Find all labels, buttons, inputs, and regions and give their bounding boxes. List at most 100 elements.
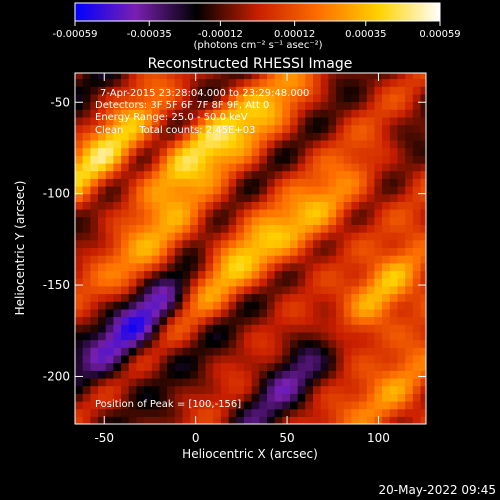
heatmap-cell (144, 155, 153, 164)
heatmap-cell (174, 73, 184, 80)
heatmap-cell (328, 139, 337, 149)
heatmap-cell (313, 416, 322, 424)
heatmap-cell (405, 385, 414, 394)
heatmap-cell (336, 239, 345, 248)
heatmap-cell (236, 216, 245, 225)
heatmap-cell (197, 308, 207, 318)
heatmap-cell (282, 354, 291, 364)
heatmap-cell (182, 385, 191, 394)
heatmap-cell (167, 170, 176, 179)
heatmap-cell (389, 73, 399, 80)
heatmap-cell (305, 316, 314, 325)
heatmap-cell (105, 178, 114, 187)
heatmap-cell (213, 101, 222, 110)
heatmap-cell (236, 362, 245, 371)
heatmap-cell (98, 162, 107, 172)
heatmap-cell (182, 139, 191, 149)
heatmap-cell (297, 193, 306, 202)
heatmap-cell (397, 278, 406, 287)
heatmap-cell (213, 308, 222, 318)
heatmap-cell (213, 278, 222, 287)
heatmap-cell (220, 132, 230, 141)
heatmap-cell (82, 247, 91, 256)
heatmap-cell (151, 132, 161, 141)
heatmap-cell (197, 354, 207, 364)
heatmap-cell (167, 186, 176, 195)
heatmap-cell (167, 316, 176, 325)
heatmap-cell (105, 408, 114, 417)
heatmap-cell (405, 224, 414, 233)
heatmap-cell (405, 132, 414, 141)
heatmap-cell (366, 193, 376, 202)
heatmap-cell (405, 393, 414, 402)
heatmap-cell (220, 209, 230, 218)
heatmap-cell (274, 224, 283, 233)
heatmap-cell (236, 324, 245, 333)
heatmap-cell (90, 362, 99, 371)
heatmap-cell (113, 209, 122, 218)
x-tick-label: 50 (279, 431, 294, 445)
heatmap-cell (290, 408, 299, 417)
heatmap-cell (105, 232, 114, 241)
heatmap-cell (274, 339, 283, 348)
heatmap-cell (259, 347, 268, 356)
heatmap-cell (236, 331, 245, 341)
heatmap-cell (267, 162, 276, 172)
heatmap-cell (220, 155, 230, 164)
heatmap-cell (328, 116, 337, 126)
heatmap-cell (251, 186, 260, 195)
heatmap-cell (205, 377, 214, 387)
heatmap-cell (259, 331, 268, 341)
heatmap-cell (167, 377, 176, 387)
heatmap-cell (174, 93, 184, 103)
heatmap-cell (336, 139, 345, 149)
heatmap-cell (151, 186, 161, 195)
heatmap-cell (151, 239, 161, 248)
heatmap-cell (297, 116, 306, 126)
heatmap-cell (182, 162, 191, 172)
heatmap-cell (351, 109, 360, 118)
heatmap-cell (251, 270, 260, 279)
heatmap-cell (343, 247, 352, 256)
heatmap-cell (174, 408, 184, 417)
heatmap-cell (190, 301, 199, 310)
heatmap-cell (305, 78, 314, 87)
heatmap-cell (190, 101, 199, 110)
heatmap-cell (351, 408, 360, 417)
heatmap-cell (159, 362, 168, 371)
heatmap-cell (343, 147, 352, 156)
heatmap-cell (420, 270, 426, 279)
heatmap-cell (267, 270, 276, 279)
heatmap-cell (159, 178, 168, 187)
heatmap-cell (313, 224, 322, 233)
heatmap-cell (205, 147, 214, 156)
heatmap-cell (328, 324, 337, 333)
heatmap-cell (128, 316, 137, 325)
heatmap-cell (374, 86, 383, 95)
heatmap-cell (336, 270, 345, 279)
heatmap-cell (405, 147, 414, 156)
heatmap-cell (274, 116, 283, 126)
heatmap-cell (389, 262, 399, 272)
heatmap-cell (82, 239, 91, 248)
heatmap-cell (128, 232, 137, 241)
heatmap-cell (197, 93, 207, 103)
heatmap-cell (205, 347, 214, 356)
heatmap-cell (389, 239, 399, 248)
heatmap-cell (128, 193, 137, 202)
heatmap-cell (205, 132, 214, 141)
heatmap-cell (151, 377, 161, 387)
heatmap-cell (105, 186, 114, 195)
heatmap-cell (236, 285, 245, 295)
heatmap-cell (297, 132, 306, 141)
heatmap-cell (144, 331, 153, 341)
heatmap-cell (82, 270, 91, 279)
heatmap-cell (159, 401, 168, 410)
heatmap-cell (228, 393, 237, 402)
heatmap-cell (405, 285, 414, 295)
heatmap-cell (274, 86, 283, 95)
heatmap-cell (397, 109, 406, 118)
heatmap-cell (374, 224, 383, 233)
heatmap-cell (313, 73, 322, 80)
heatmap-cell (220, 109, 230, 118)
